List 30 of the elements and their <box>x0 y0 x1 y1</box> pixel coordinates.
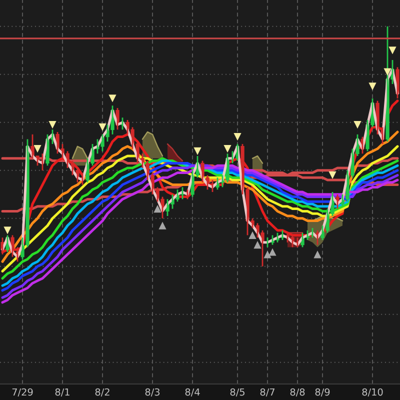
x-tick-label: 8/4 <box>185 388 200 396</box>
point <box>254 240 262 249</box>
x-tick-label: 8/3 <box>145 388 160 396</box>
point <box>388 46 396 54</box>
point <box>154 204 162 213</box>
x-tick-label: 8/8 <box>290 388 305 396</box>
point <box>314 250 322 258</box>
point <box>108 94 116 102</box>
point <box>354 120 362 129</box>
point <box>384 68 392 76</box>
x-tick-label: 8/2 <box>95 388 110 396</box>
x-tick-label: 8/10 <box>362 388 383 396</box>
point <box>368 82 376 90</box>
x-tick-label: 8/9 <box>315 388 330 396</box>
point <box>194 147 202 156</box>
x-tick-label: 8/7 <box>260 388 274 396</box>
point <box>264 250 272 258</box>
point <box>328 171 336 180</box>
x-tick-label: 8/1 <box>55 388 70 396</box>
point <box>4 226 12 234</box>
point <box>34 144 42 153</box>
point <box>268 248 276 256</box>
x-tick-label: 7/29 <box>12 388 33 396</box>
point <box>248 231 256 240</box>
point <box>224 144 232 153</box>
point <box>158 222 166 230</box>
point <box>234 132 242 141</box>
x-tick-label: 8/5 <box>230 388 244 396</box>
point <box>48 120 56 129</box>
point <box>98 123 106 132</box>
